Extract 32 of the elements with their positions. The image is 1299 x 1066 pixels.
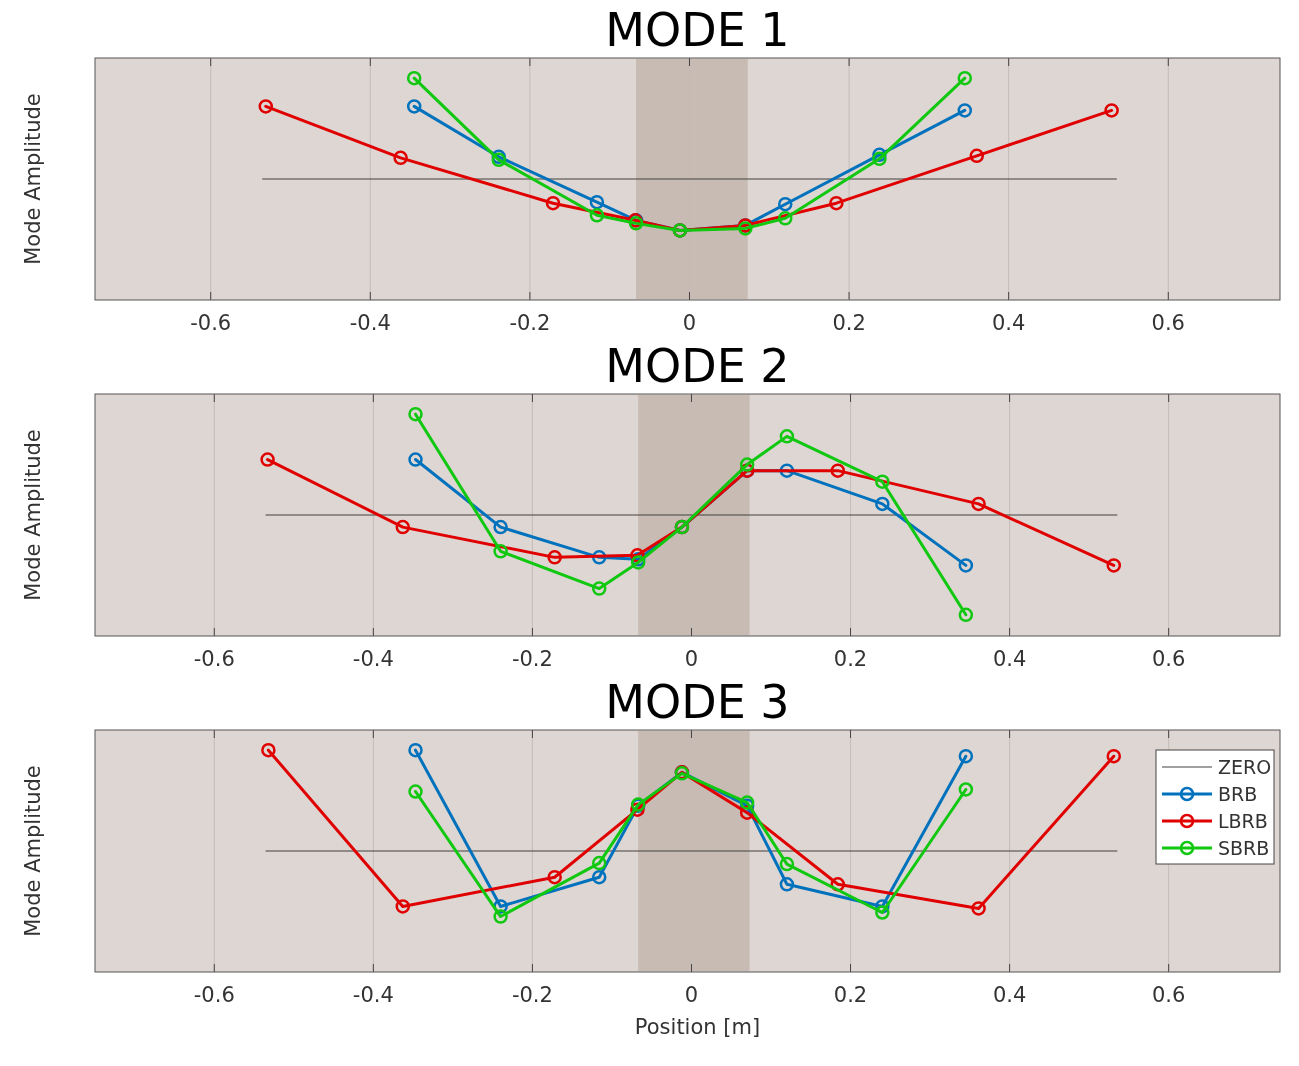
x-tick-label: -0.2	[511, 983, 553, 1007]
legend-label: ZERO	[1218, 756, 1272, 778]
x-tick-label: 0.2	[833, 983, 868, 1007]
x-axis-title: Position [m]	[634, 1015, 761, 1039]
x-tick-label: 0	[684, 647, 699, 671]
y-axis-title: Mode Amplitude	[21, 429, 45, 601]
x-tick-label: -0.2	[511, 647, 553, 671]
x-tick-label: -0.6	[193, 647, 235, 671]
legend-label: BRB	[1218, 783, 1258, 805]
x-tick-label: 0.6	[1151, 983, 1186, 1007]
x-tick-label: 0.2	[833, 647, 868, 671]
x-tick-label: 0.4	[992, 647, 1027, 671]
x-tick-label: 0.2	[832, 311, 866, 335]
legend-label: LBRB	[1218, 810, 1268, 832]
x-tick-label: -0.2	[509, 311, 551, 335]
x-tick-label: 0.4	[991, 311, 1026, 335]
y-axis-title: Mode Amplitude	[21, 93, 45, 265]
chart-title: MODE 1	[605, 3, 790, 57]
x-tick-label: 0.6	[1151, 647, 1186, 671]
x-tick-label: -0.4	[352, 647, 394, 671]
x-tick-label: -0.4	[352, 983, 394, 1007]
chart-title: MODE 2	[605, 339, 790, 393]
y-axis-title: Mode Amplitude	[21, 765, 45, 937]
x-tick-label: -0.6	[193, 983, 235, 1007]
legend-label: SBRB	[1218, 837, 1270, 859]
x-tick-label: 0.6	[1151, 311, 1185, 335]
x-tick-label: -0.4	[349, 311, 391, 335]
x-tick-label: 0	[682, 311, 697, 335]
x-tick-label: -0.6	[190, 311, 232, 335]
x-tick-label: 0	[684, 983, 699, 1007]
chart-title: MODE 3	[605, 675, 790, 729]
x-tick-label: 0.4	[992, 983, 1027, 1007]
